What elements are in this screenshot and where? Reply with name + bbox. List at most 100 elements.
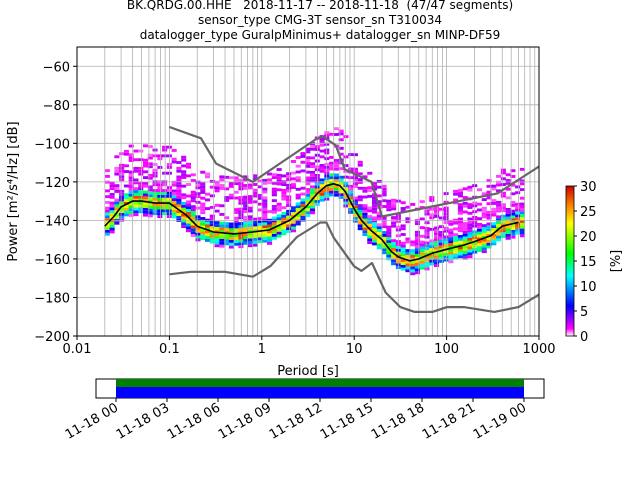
ppsd-bin — [414, 262, 421, 266]
ppsd-bin — [519, 234, 525, 238]
ppsd-bin — [142, 161, 149, 165]
ppsd-bin — [438, 233, 444, 237]
ppsd-bin — [247, 200, 254, 204]
ppsd-bin — [228, 184, 234, 188]
ppsd-bin — [491, 202, 497, 205]
ppsd-bin — [386, 243, 392, 246]
ppsd-bin — [295, 216, 301, 220]
ppsd-bin — [476, 202, 483, 206]
ppsd-bin — [424, 253, 430, 256]
ppsd-bin — [128, 205, 134, 209]
ppsd-bin — [457, 240, 463, 244]
ppsd-bin — [453, 239, 459, 242]
ppsd-bin — [228, 176, 234, 180]
y-tick-label: −180 — [34, 291, 70, 306]
ppsd-bin — [119, 152, 125, 156]
ppsd-bin — [290, 186, 296, 189]
ppsd-bin — [181, 222, 187, 226]
ppsd-bin — [176, 198, 182, 202]
ppsd-bin — [233, 208, 239, 212]
ppsd-bin — [457, 223, 463, 227]
ppsd-bin — [281, 229, 287, 233]
ppsd-bin — [147, 153, 153, 157]
ppsd-bin — [162, 145, 168, 149]
ppsd-bin — [214, 221, 220, 225]
ppsd-bin — [457, 226, 463, 230]
ppsd-bin — [209, 205, 215, 209]
ppsd-bin — [467, 206, 473, 209]
ppsd-bin — [457, 191, 463, 195]
ppsd-bin — [515, 223, 521, 226]
ppsd-bin — [147, 197, 153, 200]
ppsd-bin — [247, 218, 254, 222]
ppsd-bin — [286, 215, 292, 219]
ppsd-bin — [219, 175, 225, 179]
ppsd-bin — [252, 243, 258, 247]
ppsd-bin — [429, 262, 435, 266]
ppsd-bin — [243, 233, 249, 237]
ppsd-bin — [224, 242, 230, 246]
ppsd-bin — [424, 221, 430, 225]
ppsd-bin — [286, 230, 292, 233]
ppsd-bin — [367, 189, 373, 193]
ppsd-bin — [519, 219, 525, 223]
ppsd-bin — [233, 219, 239, 223]
ppsd-bin — [262, 199, 268, 203]
ppsd-bin — [300, 186, 306, 190]
ppsd-bin — [271, 231, 277, 234]
ppsd-bin — [443, 249, 449, 253]
ppsd-bin — [309, 176, 316, 180]
ppsd-bin — [133, 195, 139, 199]
ppsd-bin — [443, 206, 449, 210]
ppsd-bin — [362, 189, 368, 193]
ppsd-bin — [200, 211, 206, 215]
ppsd-bin — [515, 225, 521, 229]
ppsd-bin — [181, 213, 187, 217]
ppsd-bin — [386, 225, 392, 229]
ppsd-bin — [224, 233, 230, 237]
ppsd-bin — [200, 196, 206, 200]
ppsd-bin — [271, 216, 277, 220]
ppsd-bin — [400, 201, 406, 205]
timeline-tick-label: 11-18 15 — [318, 400, 376, 442]
colorbar-tick-label: 20 — [580, 230, 597, 245]
ppsd-bin — [476, 217, 483, 221]
ppsd-bin — [214, 224, 220, 227]
ppsd-bin — [123, 170, 129, 173]
ppsd-bin — [233, 211, 239, 214]
ppsd-bin — [133, 210, 139, 214]
ppsd-bin — [123, 213, 129, 217]
ppsd-bin — [352, 179, 358, 183]
ppsd-bin — [414, 259, 421, 263]
ppsd-bin — [162, 154, 168, 158]
ppsd-bin — [157, 189, 163, 192]
ppsd-bin — [515, 202, 521, 206]
ppsd-bin — [190, 228, 196, 232]
ppsd-bin — [453, 253, 459, 257]
ppsd-bin — [500, 217, 506, 221]
ppsd-bin — [338, 193, 344, 197]
ppsd-bin — [257, 222, 263, 226]
ppsd-bin — [362, 186, 368, 190]
ppsd-bin — [352, 219, 358, 223]
ppsd-bin — [209, 194, 215, 198]
ppsd-bin — [438, 251, 444, 255]
ppsd-bin — [128, 153, 134, 157]
ppsd-bin — [434, 212, 440, 215]
ppsd-bin — [462, 222, 468, 225]
ppsd-bin — [424, 212, 430, 216]
ppsd-bin — [138, 210, 144, 214]
ppsd-bin — [476, 234, 483, 238]
ppsd-bin — [224, 198, 230, 202]
ppsd-bin — [453, 241, 459, 245]
ppsd-bin — [329, 179, 335, 182]
ppsd-bin — [367, 235, 373, 239]
ppsd-bin — [142, 176, 149, 180]
ppsd-bin — [519, 214, 525, 218]
ppsd-bin — [190, 222, 196, 226]
ppsd-bin — [209, 237, 215, 241]
ppsd-bin — [424, 264, 430, 268]
ppsd-bin — [391, 250, 397, 254]
ppsd-bin — [176, 169, 182, 173]
ppsd-bin — [276, 214, 282, 218]
